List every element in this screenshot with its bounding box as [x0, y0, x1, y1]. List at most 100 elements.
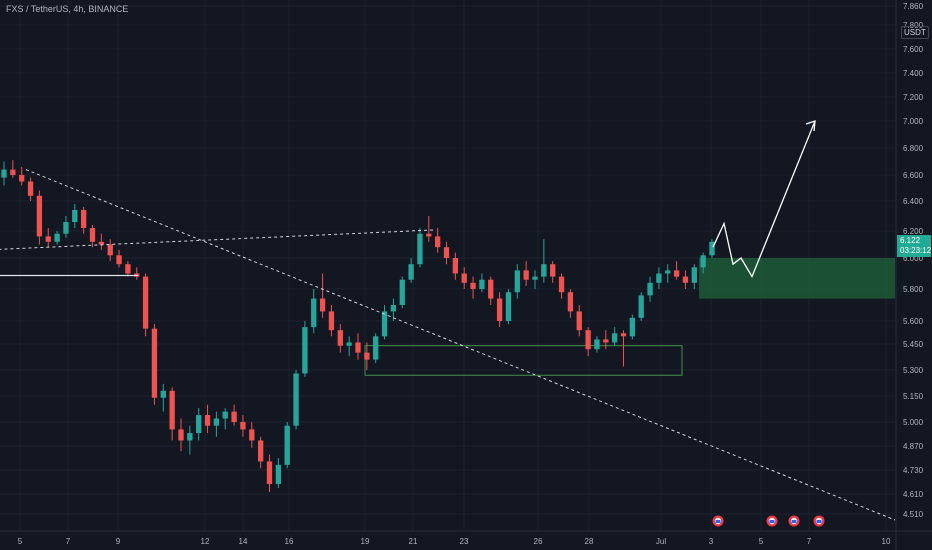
candle-body — [691, 267, 697, 283]
candle-body — [488, 279, 494, 299]
candle-body — [266, 461, 273, 484]
candle-body — [328, 311, 335, 331]
x-tick-label: Jul — [656, 537, 666, 546]
event-markers[interactable] — [712, 515, 825, 527]
candle-body — [550, 264, 556, 277]
candle-body — [673, 270, 680, 277]
candle-body — [390, 305, 397, 312]
candle-body — [355, 342, 361, 353]
downtrend-line — [25, 169, 896, 521]
y-axis[interactable]: 4.510 4.610 4.730 4.870 5.000 5.150 5.300 5.450… — [895, 0, 924, 550]
candle-body — [45, 236, 51, 242]
candle-body — [196, 415, 202, 434]
candle-body — [603, 339, 609, 343]
x-tick-label: 23 — [460, 537, 469, 546]
y-tick-label: 4.870 — [903, 442, 924, 451]
candle-body — [364, 352, 370, 360]
event-marker-flag — [816, 520, 822, 523]
candle-body — [682, 276, 689, 283]
candle-body — [700, 255, 706, 268]
currency-label[interactable]: USDT — [901, 26, 929, 39]
x-tick-label: 19 — [361, 537, 370, 546]
y-tick-label: 5.000 — [903, 418, 924, 427]
candle-body — [257, 440, 264, 462]
candle-body — [107, 244, 113, 256]
target-zone — [699, 258, 895, 299]
candle-body — [417, 233, 423, 265]
candle-body — [27, 181, 34, 196]
candle-body — [611, 333, 618, 343]
candle-body — [249, 429, 255, 441]
x-axis[interactable]: 5 7 9 12 14 16 19 21 23 26 28 Jul 3 5 7 10 — [0, 530, 932, 546]
candle-body — [620, 333, 627, 337]
y-tick-label: 7.000 — [903, 117, 924, 126]
candle-body — [346, 342, 352, 346]
candle-body — [337, 330, 343, 346]
x-tick-label: 5 — [759, 537, 764, 546]
candle-body — [72, 210, 78, 222]
last-price-value: 6.122 — [900, 236, 921, 245]
candle-body — [461, 273, 467, 283]
candle-body — [479, 279, 485, 289]
candle-body — [311, 298, 317, 328]
y-tick-label: 5.600 — [903, 317, 924, 326]
candle-body — [293, 373, 299, 426]
y-tick-label: 6.000 — [903, 254, 924, 263]
y-tick-label: 7.860 — [903, 2, 924, 11]
candle-body — [505, 292, 512, 321]
candle-body — [240, 422, 246, 430]
candle-body — [275, 464, 282, 484]
candle-body — [213, 418, 220, 426]
candle-body — [319, 298, 326, 312]
candle-body — [284, 425, 290, 465]
candle-body — [399, 279, 405, 305]
candle-body — [496, 298, 503, 321]
candle-body — [169, 390, 175, 430]
x-tick-label: 9 — [116, 537, 121, 546]
candle-body — [638, 295, 644, 318]
candle-body — [434, 236, 441, 248]
x-tick-label: 3 — [709, 537, 714, 546]
x-tick-label: 16 — [285, 537, 294, 546]
candle-body — [647, 282, 653, 296]
candle-body — [709, 241, 715, 256]
candle-body — [656, 273, 662, 283]
candle-body — [567, 292, 574, 312]
x-tick-label: 10 — [882, 537, 891, 546]
candle-body — [19, 175, 25, 182]
candle-body — [426, 233, 432, 237]
candle-body — [381, 311, 388, 337]
x-tick-label: 12 — [201, 537, 210, 546]
candle-body — [594, 339, 600, 350]
x-tick-label: 7 — [66, 537, 71, 546]
symbol-header: FXS / TetherUS, 4h, BINANCE — [6, 4, 129, 14]
y-tick-label: 4.510 — [903, 510, 924, 519]
y-tick-label: 6.200 — [903, 227, 924, 236]
candle-body — [408, 264, 414, 280]
candle-body — [302, 327, 308, 374]
y-tick-label: 5.800 — [903, 285, 924, 294]
y-tick-label: 5.300 — [903, 366, 924, 375]
last-price-countdown: 03:23:12 — [900, 246, 932, 255]
x-tick-label: 14 — [239, 537, 248, 546]
projection-arrow-head — [805, 120, 816, 132]
candle-body — [187, 433, 193, 441]
upper-dashed-line — [0, 229, 434, 250]
candle-body — [470, 282, 476, 289]
candle-body — [558, 276, 565, 293]
x-tick-label: 7 — [807, 537, 812, 546]
y-tick-label: 7.600 — [903, 45, 924, 54]
candle-body — [665, 270, 671, 274]
candle-body — [151, 328, 158, 398]
candle-body — [523, 270, 529, 280]
candle-body — [443, 247, 450, 258]
y-tick-label: 7.200 — [903, 93, 924, 102]
candle-body — [63, 222, 69, 234]
candle-body — [116, 255, 122, 265]
annotations-front — [0, 120, 896, 521]
candle-body — [222, 411, 228, 419]
event-marker-flag — [715, 520, 721, 523]
last-price-tag: 6.122 03:23:12 — [897, 235, 931, 257]
candle-body — [80, 210, 87, 228]
